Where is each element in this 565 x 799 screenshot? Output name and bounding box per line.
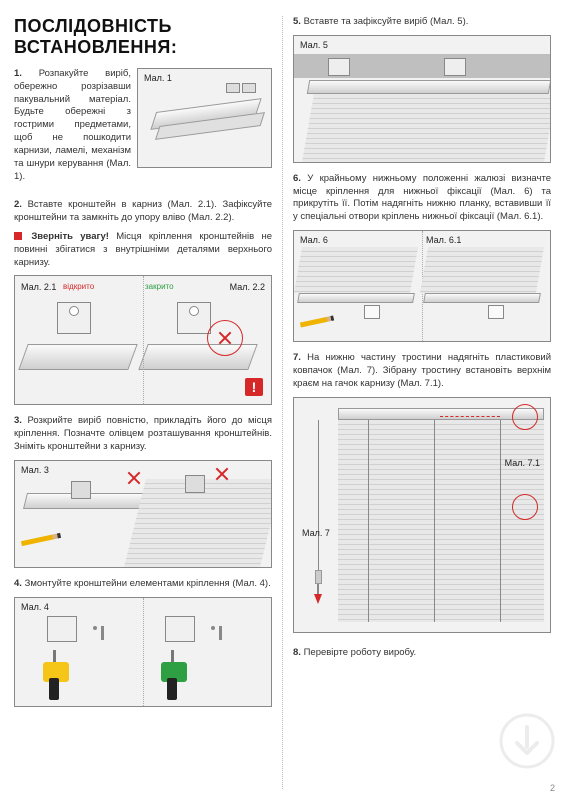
step-2-num: 2. — [14, 199, 22, 210]
step-8-num: 8. — [293, 647, 301, 658]
step-3-text: 3. Розкрийте виріб повністю, прикладіть … — [14, 415, 272, 453]
page-title: ПОСЛІДОВНІСТЬ ВСТАНОВЛЕННЯ: — [14, 16, 272, 58]
figure-7: Мал. 7 Мал. 7.1 — [293, 397, 551, 633]
step-2-text: 2. Вставте кронштейн в карниз (Мал. 2.1)… — [14, 199, 272, 225]
figure-3-label: Мал. 3 — [21, 465, 49, 475]
step-5-num: 5. — [293, 16, 301, 27]
step-4-text: 4. Змонтуйте кронштейни елементами кріпл… — [14, 578, 272, 591]
closed-label: закрито — [145, 282, 174, 291]
step-1-row: 1. Розпакуйте виріб, обережно розрізавши… — [14, 68, 272, 189]
figure-5-label: Мал. 5 — [300, 40, 328, 50]
drill-icon — [39, 650, 73, 700]
step-7-num: 7. — [293, 352, 301, 363]
step-2-warning: Зверніть увагу! Місця кріплення кронштей… — [14, 231, 272, 269]
figure-5: Мал. 5 — [293, 35, 551, 163]
right-column: 5. Вставте та зафіксуйте виріб (Мал. 5).… — [293, 16, 551, 789]
step-5-body: Вставте та зафіксуйте виріб (Мал. 5). — [304, 16, 469, 27]
step-8-text: 8. Перевірте роботу виробу. — [293, 647, 551, 660]
left-column: ПОСЛІДОВНІСТЬ ВСТАНОВЛЕННЯ: 1. Розпакуйт… — [14, 16, 272, 789]
figure-22-label: Мал. 2.2 — [230, 282, 265, 292]
step-2-body: Вставте кронштейн в карниз (Мал. 2.1). З… — [14, 199, 272, 223]
step-1-text: 1. Розпакуйте виріб, обережно розрізавши… — [14, 68, 131, 183]
alert-icon: ! — [245, 378, 263, 396]
drill-icon — [157, 650, 191, 700]
figure-7-label: Мал. 7 — [302, 528, 330, 538]
figure-4: Мал. 4 — [14, 597, 272, 707]
step-8-body: Перевірте роботу виробу. — [304, 647, 417, 658]
step-6-body: У крайньому нижньому положенні жалюзі ви… — [293, 173, 551, 222]
open-label: відкрито — [63, 282, 94, 291]
step-4-body: Змонтуйте кронштейни елементами кріпленн… — [25, 578, 271, 589]
step-5-text: 5. Вставте та зафіксуйте виріб (Мал. 5). — [293, 16, 551, 29]
page-number: 2 — [550, 783, 555, 793]
figure-1: Мал. 1 — [137, 68, 272, 168]
warning-icon — [14, 232, 22, 240]
step-6-text: 6. У крайньому нижньому положенні жалюзі… — [293, 173, 551, 224]
step-1-num: 1. — [14, 68, 22, 79]
column-divider — [282, 16, 283, 789]
step-7-body: На нижню частину тростини надягніть плас… — [293, 352, 551, 389]
figure-1-label: Мал. 1 — [144, 73, 172, 83]
step-3-body: Розкрийте виріб повністю, прикладіть йог… — [14, 415, 272, 452]
figure-6-label: Мал. 6 — [300, 235, 328, 245]
warning-label: Зверніть увагу! — [31, 231, 109, 242]
figure-21-label: Мал. 2.1 — [21, 282, 56, 292]
figure-61-label: Мал. 6.1 — [426, 235, 461, 245]
figure-2: Мал. 2.1 відкрито закрито Мал. 2.2 ! — [14, 275, 272, 405]
figure-3: Мал. 3 — [14, 460, 272, 568]
step-7-text: 7. На нижню частину тростини надягніть п… — [293, 352, 551, 390]
figure-6: Мал. 6 Мал. 6.1 — [293, 230, 551, 342]
step-6-num: 6. — [293, 173, 301, 184]
step-4-num: 4. — [14, 578, 22, 589]
figure-71-label: Мал. 7.1 — [505, 458, 540, 468]
step-1-body: Розпакуйте виріб, обережно розрізавши па… — [14, 68, 131, 182]
figure-4-label: Мал. 4 — [21, 602, 49, 612]
step-3-num: 3. — [14, 415, 22, 426]
